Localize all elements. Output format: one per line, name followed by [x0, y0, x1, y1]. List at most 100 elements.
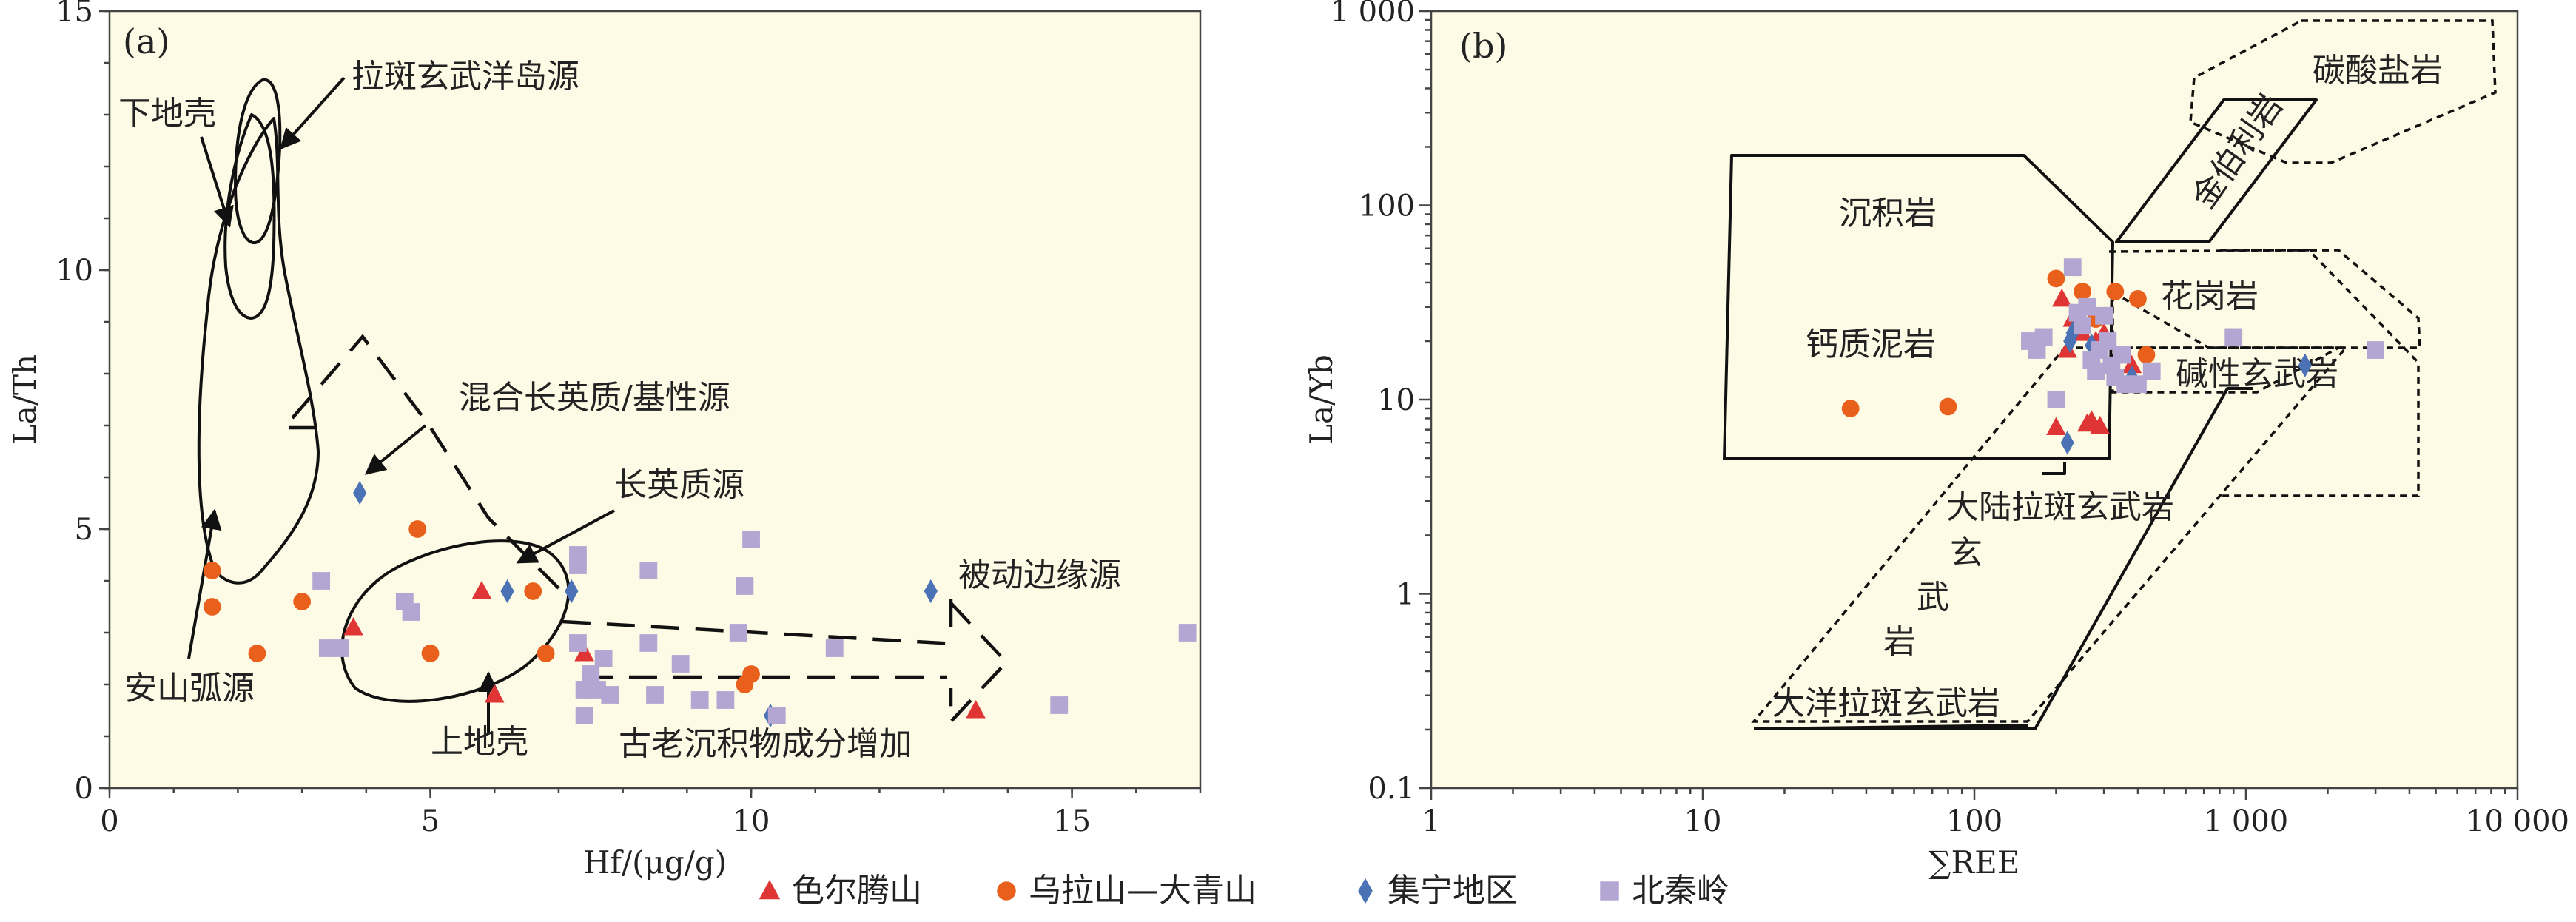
panel-a-y-axis-label: La/Th	[7, 354, 43, 445]
annotation-mixed-source: 混合长英质/基性源	[459, 379, 730, 417]
panel-a-point-series-3	[582, 665, 600, 683]
tholeiitic-oib-field	[234, 78, 282, 244]
panel-a-point-series-0	[966, 700, 986, 719]
continental-tholeiite-field	[1751, 346, 2349, 723]
panel-b-point-series-3	[2099, 332, 2117, 350]
annotation-basalt-char-2: 武	[1917, 579, 1949, 616]
panel-a-point-series-3	[569, 634, 587, 652]
panel-a-point-series-1	[524, 582, 542, 600]
panel-a-point-series-3	[671, 655, 690, 673]
panel-b-point-series-0	[2057, 339, 2077, 358]
lower-crust-field	[223, 113, 276, 320]
panel-b-point-series-1	[1939, 397, 1957, 416]
granite-outer	[2220, 249, 2420, 497]
panel-b-point-series-2	[2060, 431, 2074, 455]
panel-a-point-series-0	[574, 643, 594, 662]
panel-a-point-series-0	[484, 684, 505, 703]
panel-a-x-tick-label: 0	[100, 804, 118, 838]
panel-a-point-series-1	[248, 645, 266, 662]
panel-a-y-tick-label: 5	[75, 513, 93, 547]
panel-a-point-series-3	[639, 562, 658, 579]
panel-b-x-tick-label: 1	[1422, 804, 1440, 838]
passive-margin-arrow-upper	[562, 619, 955, 646]
panel-b-x-tick-label: 10	[1684, 804, 1722, 838]
panel-a-point-series-3	[767, 707, 786, 724]
panel-a-point-series-2	[565, 579, 579, 604]
annotation-basalt-char-1: 玄	[1950, 534, 1983, 572]
legend-marker-triangle	[759, 880, 781, 900]
panel-b-x-tick-label: 100	[1946, 804, 2002, 838]
annotation-sedimentary-rock: 沉积岩	[1839, 195, 1937, 232]
panel-b-point-series-3	[2034, 328, 2053, 346]
panel-a-fields	[197, 78, 1009, 726]
panel-b-plot-area	[1430, 10, 2519, 790]
panel-b-point-series-1	[2074, 283, 2091, 300]
panel-a-point-series-3	[742, 531, 760, 548]
legend-item: 乌拉山—大青山	[997, 872, 1257, 909]
panel-b-point-series-0	[2090, 415, 2110, 434]
panel-b-point-series-2	[2298, 353, 2312, 377]
panel-a-point-series-3	[312, 572, 331, 590]
panel-b-point-series-3	[2047, 391, 2065, 408]
panel-a-x-tick-label: 10	[733, 804, 770, 838]
panel-a-point-series-3	[1178, 624, 1197, 642]
panel-a-point-series-3	[729, 624, 747, 642]
panel-a-point-series-3	[736, 577, 754, 595]
panel-b-point-series-3	[2129, 375, 2147, 394]
panel-a-point-series-1	[742, 665, 760, 683]
panel-a-point-series-1	[293, 593, 312, 610]
annotation-continental-tholeiite: 大陆拉斑玄武岩	[1946, 488, 2174, 526]
annotation-granite: 花岗岩	[2161, 277, 2259, 315]
carbonatite-field	[2189, 19, 2497, 164]
panel-a-point-series-3	[594, 650, 613, 667]
panel-b-point-series-3	[2078, 297, 2096, 316]
panel-b-y-tick-label: 0.1	[1368, 772, 1415, 806]
panel-b-label: (b)	[1459, 26, 1507, 66]
panel-b-point-series-1	[2047, 269, 2065, 288]
sedimentary-rock-field	[1723, 154, 2114, 460]
panel-b-point-series-1	[2106, 283, 2125, 300]
panel-b-point-series-0	[2051, 288, 2072, 307]
panel-b-point-series-1	[2129, 289, 2147, 308]
panel-b-point-series-3	[2367, 341, 2385, 359]
panel-a-y-tick-label: 0	[75, 772, 93, 806]
annotation-passive-margin: 被动边缘源	[958, 556, 1121, 594]
panel-a-point-series-3	[1050, 696, 1069, 714]
panel-a-point-series-1	[537, 645, 555, 662]
panel-b-point-series-3	[2113, 346, 2131, 364]
legend-label: 乌拉山—大青山	[1029, 872, 1257, 909]
panel-a-point-series-3	[575, 707, 593, 724]
legend-item: 集宁地区	[1358, 872, 1518, 909]
panel-b-y-tick-label: 10	[1377, 383, 1415, 417]
panel-a-point-series-3	[639, 634, 658, 652]
panel-a-point-series-2	[924, 579, 938, 604]
panel-b-point-series-3	[2142, 362, 2161, 380]
panel-b-data-points	[1841, 258, 2385, 455]
alkaline-basalt-field	[2111, 289, 2339, 394]
panel-a-point-series-1	[421, 645, 440, 662]
panel-b-point-series-3	[2224, 328, 2243, 346]
kimberlite-field	[2115, 98, 2318, 243]
panel-a-point-series-1	[203, 562, 221, 579]
panel-a-point-series-1	[203, 598, 221, 616]
panel-a-point-series-0	[471, 581, 492, 599]
panel-b-y-axis-label: La/Yb	[1303, 354, 1339, 445]
panel-a-point-series-1	[408, 520, 427, 538]
legend-marker-circle	[997, 881, 1016, 901]
annotation-alkaline-basalt: 碱性玄武岩	[2176, 355, 2338, 393]
panel-b-fields	[1723, 19, 2497, 730]
basalt-divider	[1754, 387, 2253, 730]
panel-b-point-series-1	[1841, 400, 1860, 417]
andesitic-arc-field	[197, 117, 320, 585]
legend-label: 集宁地区	[1388, 872, 1518, 909]
legend-marker-diamond	[1358, 878, 1373, 904]
mixed-felsic-mafic-field	[291, 334, 564, 593]
panel-a-point-series-3	[690, 691, 709, 709]
panel-b-y-tick-label: 1 000	[1330, 0, 1415, 29]
panel-b-point-series-0	[2046, 417, 2066, 435]
panel-a-point-series-3	[601, 686, 619, 704]
panel-b-y-tick-label: 1	[1396, 578, 1415, 612]
panel-a-x-tick-label: 15	[1053, 804, 1091, 838]
